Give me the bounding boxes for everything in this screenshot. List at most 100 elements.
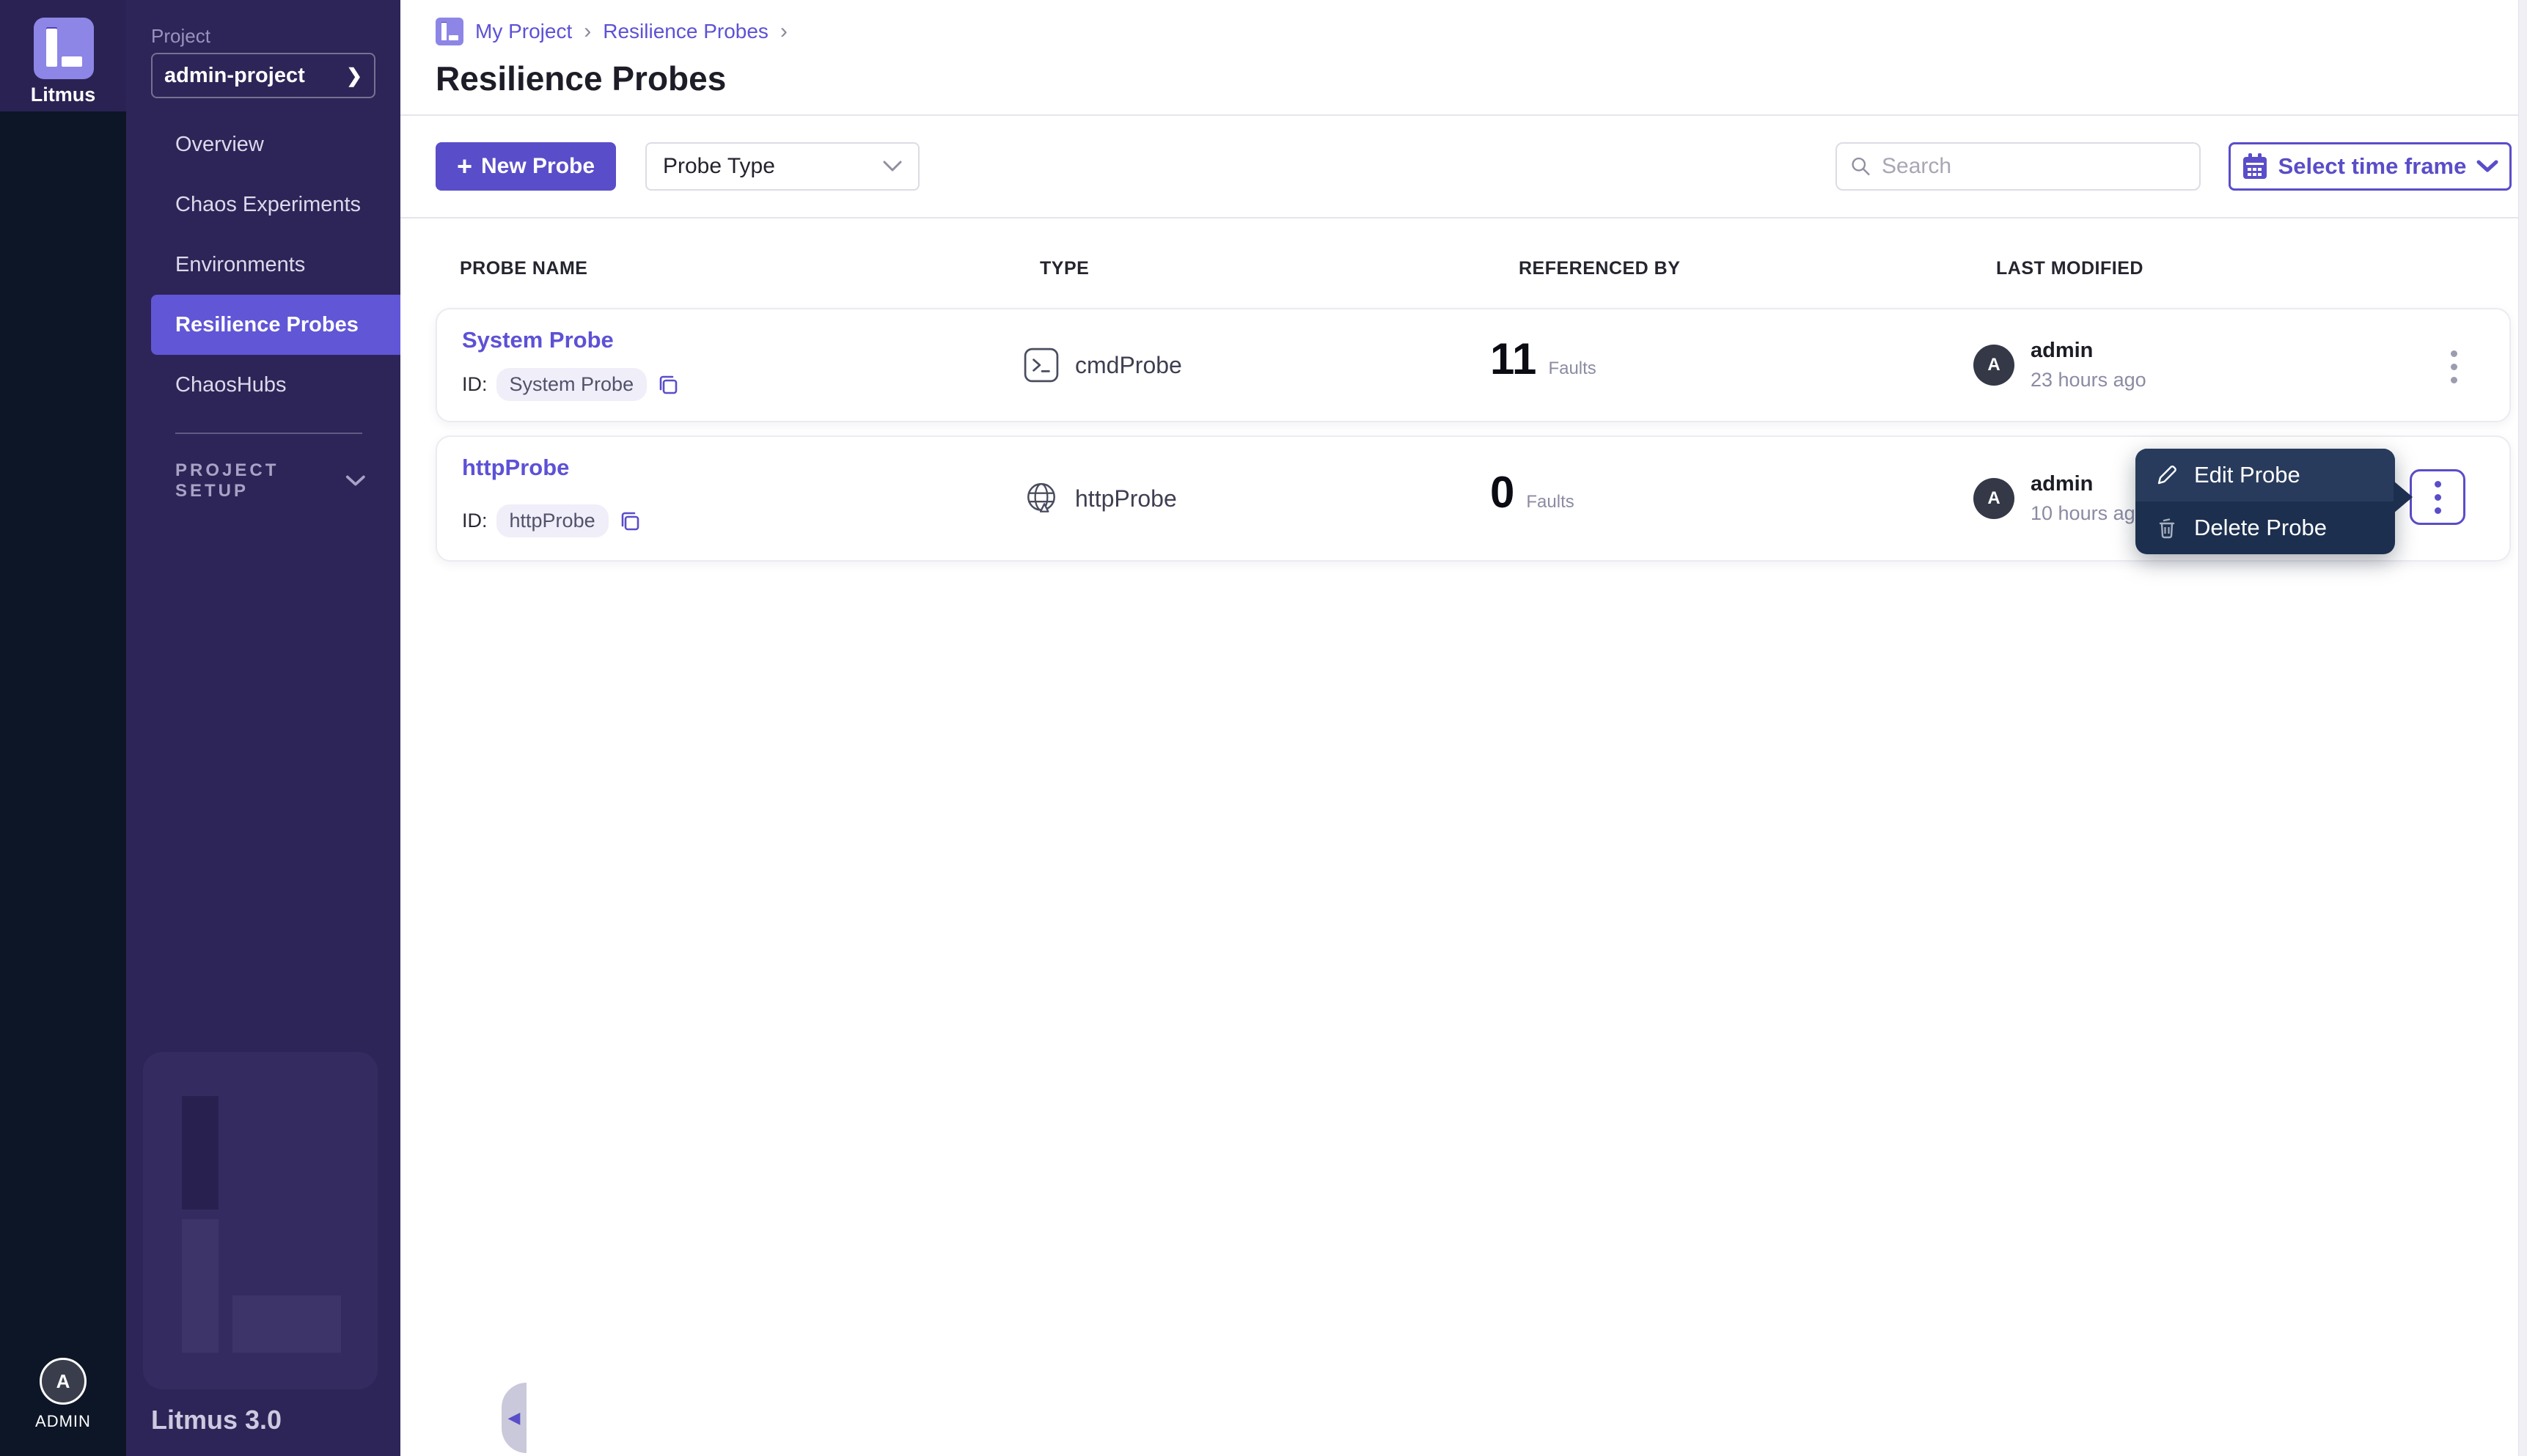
probe-name-link[interactable]: System Probe <box>462 327 614 353</box>
breadcrumb: My Project › Resilience Probes › <box>436 18 788 45</box>
logo-bar-vertical <box>46 29 57 67</box>
page-title: Resilience Probes <box>436 59 727 98</box>
probe-type-cell: httpProbe <box>1024 481 1177 516</box>
calendar-icon <box>2242 153 2267 179</box>
project-setup-label: PROJECT SETUP <box>175 460 279 501</box>
select-time-frame-label: Select time frame <box>2278 153 2467 179</box>
chevron-right-icon: › <box>584 19 592 43</box>
menu-item-delete-probe[interactable]: Delete Probe <box>2135 501 2395 554</box>
kebab-dot <box>2450 376 2457 383</box>
chevron-down-icon <box>883 161 902 172</box>
sidebar-item-resilience-probes[interactable]: Resilience Probes <box>151 295 400 355</box>
copy-icon[interactable] <box>619 510 641 532</box>
logo-bar-vertical <box>441 23 447 40</box>
search-icon <box>1852 157 1870 176</box>
probe-id-line: ID: System Probe <box>462 368 679 401</box>
brand-name: Litmus <box>30 84 96 106</box>
menu-item-label: Edit Probe <box>2194 462 2300 488</box>
row-context-menu: Edit Probe Delete Probe <box>2135 449 2413 554</box>
rail-logo-block: Litmus <box>0 0 126 111</box>
avatar: A <box>1973 345 2014 386</box>
divider <box>400 217 2527 218</box>
search-box <box>1835 142 2201 191</box>
probe-id-value: System Probe <box>496 368 648 401</box>
menu-item-edit-probe[interactable]: Edit Probe <box>2135 449 2395 501</box>
sidebar-divider <box>175 433 362 434</box>
sidebar-item-overview[interactable]: Overview <box>126 114 400 174</box>
project-label: Project <box>151 25 210 47</box>
chevron-down-icon <box>346 475 366 486</box>
column-header-last-modified: LAST MODIFIED <box>1996 258 2143 279</box>
project-setup-toggle[interactable]: PROJECT SETUP <box>175 460 366 501</box>
probe-type-filter-value: Probe Type <box>663 154 775 178</box>
globe-icon <box>1027 482 1055 512</box>
user-menu[interactable]: A ADMIN <box>0 1358 126 1431</box>
project-selector[interactable]: admin-project ❯ <box>151 53 375 98</box>
modified-info: admin 10 hours ago <box>2031 472 2146 525</box>
menu-item-label: Delete Probe <box>2194 515 2327 540</box>
trash-icon <box>2159 518 2175 539</box>
sidebar-item-chaoshubs[interactable]: ChaosHubs <box>126 355 400 415</box>
sidebar-item-label: Resilience Probes <box>175 312 359 337</box>
search-input[interactable] <box>1882 154 2186 179</box>
probe-type-text: httpProbe <box>1075 485 1177 512</box>
referenced-by-cell: 11 Faults <box>1490 337 1596 381</box>
sidebar-item-label: ChaosHubs <box>175 372 287 397</box>
main-content: My Project › Resilience Probes › Resilie… <box>400 0 2527 1456</box>
modified-by: admin <box>2031 339 2094 362</box>
app-version: Litmus 3.0 <box>151 1405 282 1435</box>
sidebar-item-environments[interactable]: Environments <box>126 235 400 295</box>
probe-type-text: cmdProbe <box>1075 351 1182 378</box>
chevron-right-icon: › <box>780 19 788 43</box>
new-probe-button[interactable]: + New Probe <box>436 142 616 191</box>
sidebar-item-label: Environments <box>175 252 306 276</box>
probe-id-value: httpProbe <box>496 504 609 537</box>
collapse-arrow-icon: ◀ <box>507 1408 521 1427</box>
modified-info: admin 23 hours ago <box>2031 339 2146 391</box>
copy-icon[interactable] <box>657 374 679 396</box>
probe-type-cell: cmdProbe <box>1024 348 1182 383</box>
row-actions-menu-button[interactable] <box>2410 469 2465 525</box>
probe-name-link[interactable]: httpProbe <box>462 455 570 480</box>
logo-bar-horizontal <box>449 35 458 40</box>
column-header-referenced-by: REFERENCED BY <box>1519 258 1681 279</box>
column-header-probe-name: PROBE NAME <box>460 258 588 279</box>
column-header-type: TYPE <box>1040 258 1090 279</box>
modified-by: admin <box>2031 472 2094 496</box>
faults-label: Faults <box>1548 359 1596 378</box>
litmus-logo-icon[interactable] <box>34 18 94 79</box>
chevron-right-icon: ❯ <box>346 64 362 87</box>
id-label: ID: <box>462 510 488 532</box>
user-role-label: ADMIN <box>35 1412 91 1430</box>
probe-type-filter[interactable]: Probe Type <box>645 142 920 191</box>
faults-count: 11 <box>1490 334 1537 383</box>
modified-time: 10 hours ago <box>2031 502 2146 524</box>
user-avatar[interactable]: A <box>40 1358 87 1405</box>
sidebar-item-label: Chaos Experiments <box>175 192 362 216</box>
sidebar-collapse-handle[interactable]: ◀ <box>502 1383 527 1453</box>
new-probe-label: New Probe <box>480 154 595 178</box>
scrollbar[interactable] <box>2518 0 2527 1456</box>
last-modified-cell: A admin 23 hours ago <box>1973 339 2146 391</box>
faults-label: Faults <box>1526 492 1574 512</box>
select-time-frame-button[interactable]: Select time frame <box>2229 142 2512 191</box>
avatar: A <box>1973 478 2014 519</box>
row-actions-menu-button[interactable] <box>2426 339 2482 394</box>
breadcrumb-link-my-project[interactable]: My Project <box>475 20 573 43</box>
kebab-dot <box>2450 363 2457 370</box>
last-modified-cell: A admin 10 hours ago <box>1973 472 2146 525</box>
chevron-down-icon <box>2476 160 2498 172</box>
id-label: ID: <box>462 373 488 395</box>
sidebar-item-chaos-experiments[interactable]: Chaos Experiments <box>126 174 400 235</box>
modified-time: 23 hours ago <box>2031 369 2146 391</box>
logo-bar-horizontal <box>62 56 82 67</box>
kebab-dot <box>2434 493 2441 501</box>
terminal-icon <box>1024 348 1059 383</box>
divider <box>400 114 2527 116</box>
watermark-shape <box>182 1219 219 1353</box>
sidebar-item-label: Overview <box>175 132 264 156</box>
sidebar-nav: Overview Chaos Experiments Environments … <box>126 114 400 415</box>
watermark-shape <box>232 1295 341 1353</box>
litmus-watermark <box>143 1052 378 1389</box>
breadcrumb-link-resilience-probes[interactable]: Resilience Probes <box>603 20 769 43</box>
